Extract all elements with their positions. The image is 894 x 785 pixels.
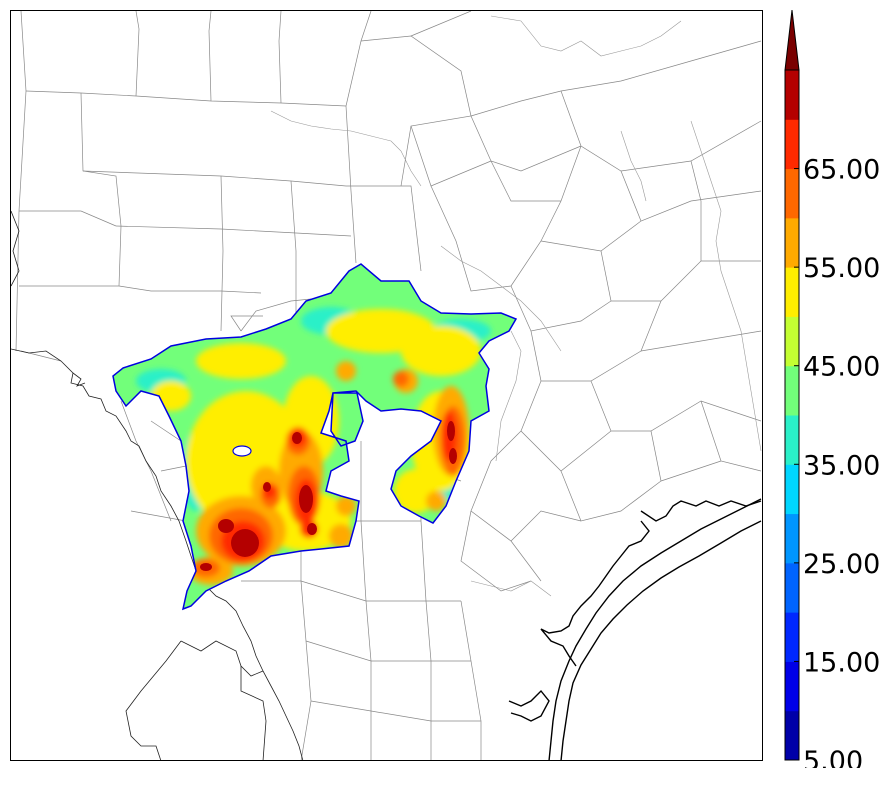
coastline [508,498,762,760]
field-outline [112,263,518,611]
colorbar-tick-label: 15.00 [803,647,880,678]
colorbar-band [785,464,799,515]
colorbar-band [785,217,799,268]
colorbar-tick-label: 45.00 [803,352,880,383]
colorbar-tick-label: 65.00 [803,155,880,186]
field-hole [232,445,252,457]
colorbar-band [785,365,799,416]
international-border [11,210,304,760]
colorbar-band [785,316,799,367]
colorbar-band [785,70,799,120]
colorbar-band [785,562,799,613]
colorbar-band [785,168,799,219]
colorbar-band [785,415,799,465]
colorbar-band [785,119,799,170]
colorbar-band [785,661,799,712]
rivers [270,15,762,597]
colorbar-tick-label: 35.00 [803,450,880,481]
colorbar-band [785,612,799,662]
colorbar-band [785,267,799,317]
colorbar-bands [784,9,800,761]
colorbar-extend-arrow [784,9,800,71]
map-panel [10,10,763,761]
colorbar-band [785,513,799,564]
colorbar-tick-label: 25.00 [803,549,880,580]
colorbar-tick-label: 5.00 [803,746,863,768]
colorbar: 5.00 15.00 25.00 35.00 45.00 55.00 65.00 [784,9,880,768]
colorbar-labels: 5.00 15.00 25.00 35.00 45.00 55.00 65.00 [803,155,880,768]
colorbar-ticks [794,168,799,761]
colorbar-tick-label: 55.00 [803,253,880,284]
colorbar-outline [784,69,800,761]
colorbar-band [785,710,799,761]
map-canvas [11,11,762,760]
